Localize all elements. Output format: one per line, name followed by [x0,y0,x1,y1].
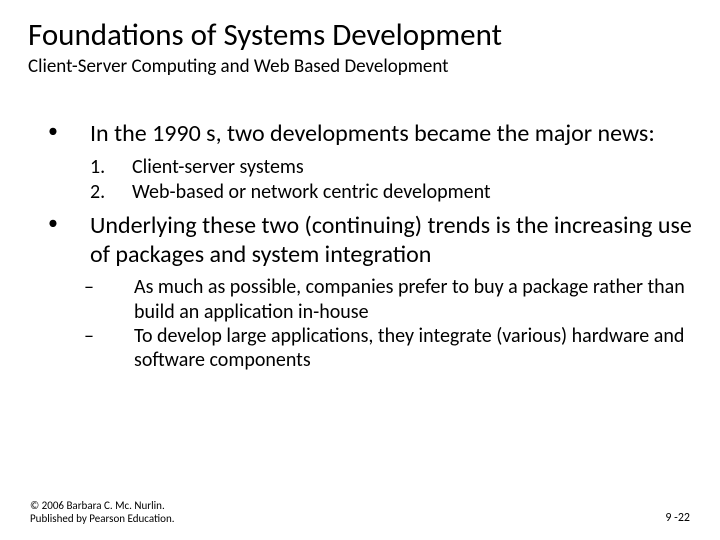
dash-item: – As much as possible, companies prefer … [28,275,692,324]
slide-footer: © 2006 Barbara C. Mc. Nurlin. Published … [30,499,690,527]
numbered-item: 1. Client-server systems [28,155,692,180]
page-number: 9 -22 [665,511,690,526]
bullet-text: In the 1990 s, two developments became t… [64,119,692,148]
dash-item: – To develop large applications, they in… [28,324,692,373]
slide-body: • In the 1990 s, two developments became… [28,119,692,372]
slide-subtitle: Client-Server Computing and Web Based De… [28,56,692,78]
dash-text: To develop large applications, they inte… [114,324,692,373]
number-marker: 2. [28,180,126,205]
bullet-marker: • [28,211,64,235]
bullet-item: • In the 1990 s, two developments became… [28,119,692,148]
slide-title: Foundations of Systems Development [28,18,692,54]
bullet-item: • Underlying these two (continuing) tren… [28,211,692,270]
dash-list: – As much as possible, companies prefer … [28,275,692,373]
bullet-marker: • [28,119,64,143]
number-marker: 1. [28,155,126,180]
numbered-item: 2. Web-based or network centric developm… [28,180,692,205]
dash-text: As much as possible, companies prefer to… [114,275,692,324]
numbered-list: 1. Client-server systems 2. Web-based or… [28,155,692,205]
numbered-text: Web-based or network centric development [126,180,692,205]
bullet-text: Underlying these two (continuing) trends… [64,211,692,270]
slide: Foundations of Systems Development Clien… [0,0,720,540]
numbered-text: Client-server systems [126,155,692,180]
copyright-text: © 2006 Barbara C. Mc. Nurlin. Published … [30,499,210,527]
dash-marker: – [28,324,114,348]
dash-marker: – [28,275,114,299]
